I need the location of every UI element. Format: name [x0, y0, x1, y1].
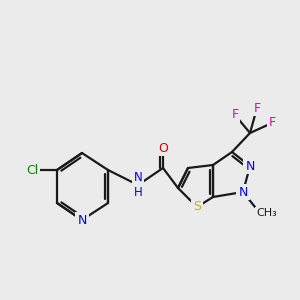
Text: F: F	[254, 101, 261, 115]
Text: Cl: Cl	[26, 164, 38, 176]
Text: N: N	[245, 160, 255, 172]
Text: N
H: N H	[134, 171, 142, 199]
Text: F: F	[268, 116, 276, 130]
Text: O: O	[158, 142, 168, 154]
Text: N: N	[77, 214, 87, 226]
Text: CH₃: CH₃	[256, 208, 277, 218]
Text: N: N	[238, 185, 248, 199]
Text: F: F	[231, 109, 239, 122]
Text: S: S	[193, 200, 201, 214]
